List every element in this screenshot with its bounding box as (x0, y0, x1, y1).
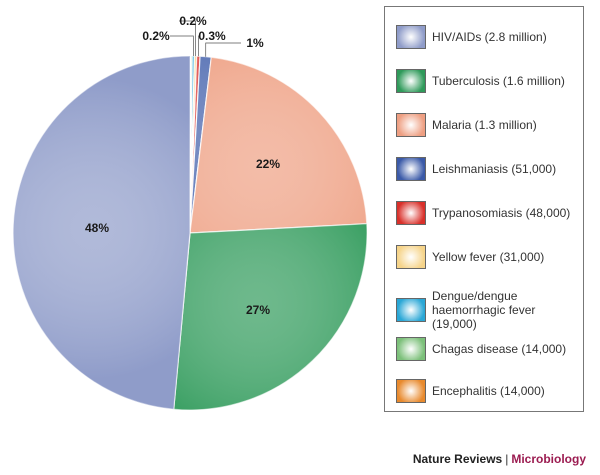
legend-item-dengue: Dengue/dengue haemorrhagic fever (19,000… (396, 289, 582, 331)
legend-item-chagas: Chagas disease (14,000) (396, 337, 582, 361)
slice-label-leishmaniasis: 1% (246, 36, 264, 50)
legend-label-malaria: Malaria (1.3 million) (432, 118, 537, 132)
legend-item-tuberculosis: Tuberculosis (1.6 million) (396, 69, 582, 93)
pie-chart: 0.2%0.2%0.3% 1%22%27%48% (12, 14, 368, 411)
slice-label-yellow-fever: 0.2% (179, 14, 207, 28)
legend-swatch-encephalitis (396, 379, 426, 403)
legend-swatch-yellow-fever (396, 245, 426, 269)
slice-label-trypanosomiasis: 0.3% (198, 29, 226, 43)
legend-item-yellow-fever: Yellow fever (31,000) (396, 245, 582, 269)
legend-label-leishmaniasis: Leishmaniasis (51,000) (432, 162, 557, 176)
pie-slice-tuberculosis (173, 223, 368, 411)
slice-label-tuberculosis: 27% (246, 303, 270, 317)
legend-swatch-hiv (396, 25, 426, 49)
publisher-name: Nature Reviews (412, 452, 503, 466)
legend-label-chagas: Chagas disease (14,000) (432, 342, 567, 356)
legend-label-dengue: Dengue/dengue haemorrhagic fever (19,000… (432, 289, 536, 331)
legend-label-encephalitis: Encephalitis (14,000) (432, 384, 545, 398)
legend-label-hiv: HIV/AIDs (2.8 million) (432, 30, 547, 44)
leader-line-dengue-dengue-haemorrhagic-fever (170, 35, 194, 57)
credit-separator: | (505, 452, 509, 466)
legend-label-trypanosomiasis: Trypanosomiasis (48,000) (432, 206, 571, 220)
slice-label-dengue-dengue-haemorrhagic-fever: 0.2% (142, 29, 170, 43)
legend-item-hiv: HIV/AIDs (2.8 million) (396, 25, 582, 49)
legend-swatch-leishmaniasis (396, 157, 426, 181)
journal-name: Microbiology (511, 452, 586, 466)
legend-swatch-malaria (396, 113, 426, 137)
legend-swatch-chagas (396, 337, 426, 361)
legend-swatch-trypanosomiasis (396, 201, 426, 225)
slice-label-hiv-aids: 48% (85, 221, 109, 235)
legend-item-trypanosomiasis: Trypanosomiasis (48,000) (396, 201, 582, 225)
legend-item-encephalitis: Encephalitis (14,000) (396, 379, 582, 403)
legend-item-leishmaniasis: Leishmaniasis (51,000) (396, 157, 582, 181)
leader-line-leishmaniasis (205, 42, 241, 57)
pie-slice-malaria (189, 56, 368, 234)
slice-label-malaria: 22% (256, 157, 280, 171)
legend-label-yellow-fever: Yellow fever (31,000) (432, 250, 545, 264)
legend-label-tuberculosis: Tuberculosis (1.6 million) (432, 74, 565, 88)
legend-item-malaria: Malaria (1.3 million) (396, 113, 582, 137)
journal-credit: Nature Reviews | Microbiology (413, 452, 586, 466)
leader-line-yellow-fever (179, 20, 196, 57)
legend: HIV/AIDs (2.8 million) Tuberculosis (1.6… (384, 6, 584, 412)
legend-swatch-tuberculosis (396, 69, 426, 93)
legend-swatch-dengue (396, 298, 426, 322)
